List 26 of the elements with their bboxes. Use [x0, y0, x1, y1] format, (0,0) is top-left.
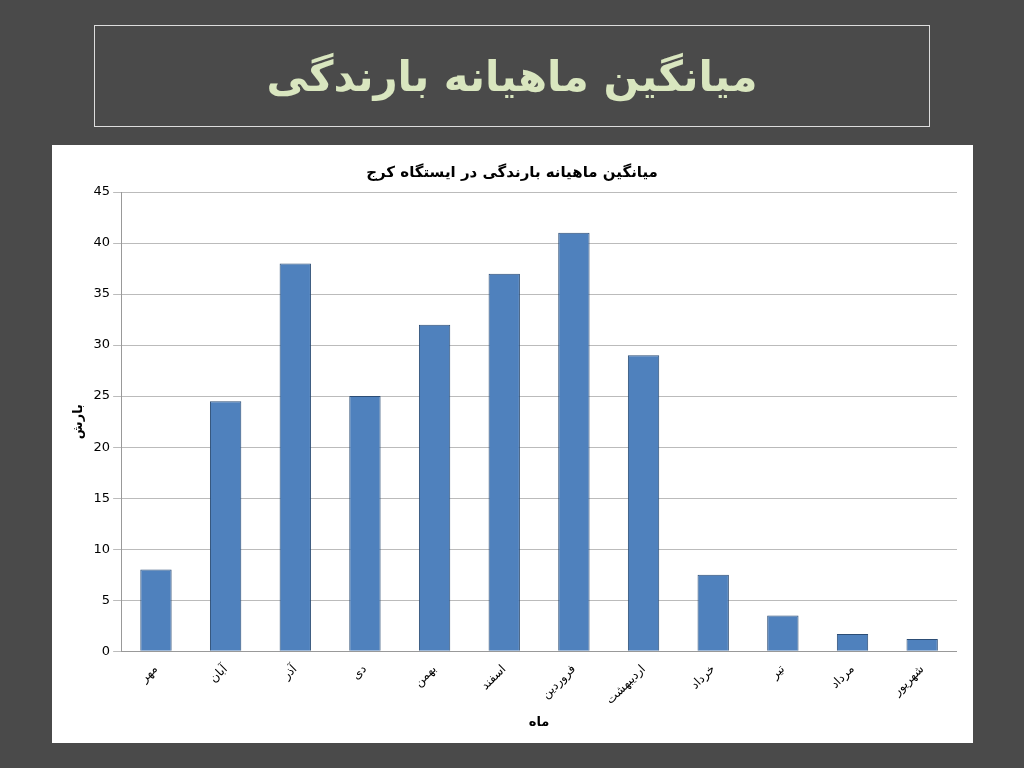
y-tick-label: 20	[93, 438, 111, 454]
x-axis-title: ماه	[528, 713, 550, 729]
chart-subtitle: میانگین ماهیانه بارندگی در ایستگاه کرج	[366, 162, 658, 181]
x-tick-label: تیر	[766, 661, 788, 683]
y-tick-label: 5	[101, 591, 111, 607]
y-tick-label: 40	[93, 234, 111, 250]
y-axis-title: بارش	[70, 404, 86, 440]
y-tick-label: 10	[93, 540, 111, 556]
x-tick-label: خرداد	[687, 661, 719, 693]
y-tick-label: 15	[93, 489, 111, 505]
y-tick-label: 30	[93, 336, 111, 352]
chart-title: میانگین ماهیانه بارندگی	[266, 51, 758, 101]
x-tick-label: آذر	[278, 660, 301, 684]
x-tick-label: فروردین	[538, 661, 579, 702]
y-tick-label: 35	[93, 285, 111, 301]
x-tick-label: مرداد	[827, 661, 858, 692]
x-tick-label: بهمن	[411, 661, 440, 691]
y-tick-label: 0	[101, 642, 111, 658]
x-tick-label: شهریور	[889, 661, 928, 700]
x-tick-label: مهر	[136, 661, 162, 687]
x-tick-label: آبان	[205, 660, 231, 686]
x-tick-label: اسفند	[477, 661, 509, 693]
y-tick-label: 25	[93, 387, 111, 403]
x-tick-label: دی	[348, 661, 370, 683]
x-tick-label: اردیبهشت	[603, 661, 649, 708]
y-tick-label: 45	[93, 183, 111, 199]
